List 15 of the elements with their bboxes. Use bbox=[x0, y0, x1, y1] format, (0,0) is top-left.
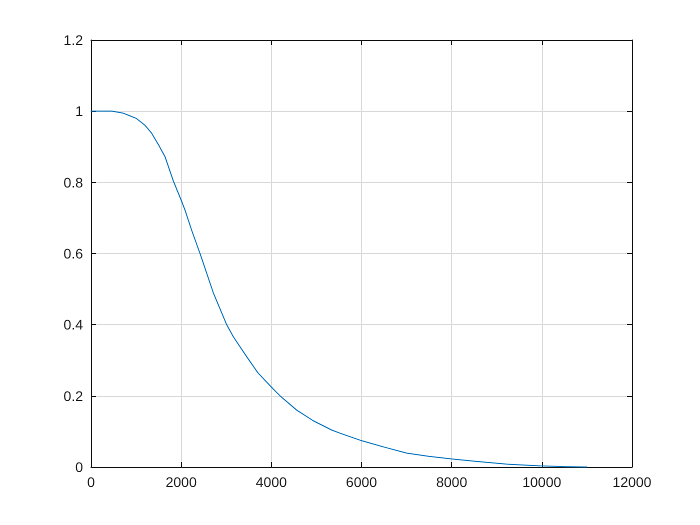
y-tick-label: 0.6 bbox=[64, 246, 84, 262]
x-tick-label: 10000 bbox=[522, 474, 562, 490]
x-tick-label: 0 bbox=[87, 474, 96, 490]
x-tick-label: 8000 bbox=[436, 474, 468, 490]
x-tick-label: 2000 bbox=[166, 474, 197, 490]
y-tick-label: 0.8 bbox=[64, 174, 84, 190]
y-tick-label: 0 bbox=[75, 459, 84, 475]
y-tick-label: 0.2 bbox=[64, 388, 84, 404]
x-tick-label: 6000 bbox=[346, 474, 378, 490]
y-tick-label: 1.2 bbox=[64, 32, 84, 48]
x-tick-label: 12000 bbox=[612, 474, 652, 490]
x-tick-label: 4000 bbox=[256, 474, 288, 490]
line-series bbox=[90, 110, 588, 468]
y-tick-label: 1 bbox=[75, 103, 84, 120]
y-tick-label: 0.4 bbox=[64, 316, 84, 333]
